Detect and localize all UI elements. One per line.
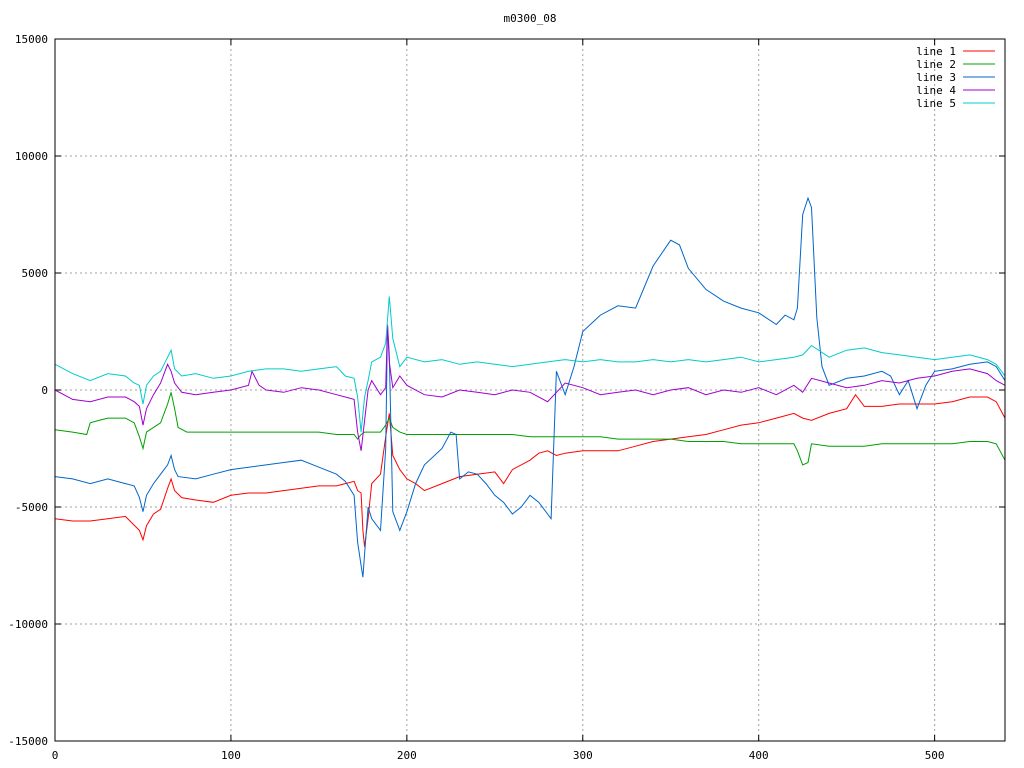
legend-label: line 2: [916, 58, 956, 71]
series-line-2: [54, 392, 1006, 466]
x-tick-label: 0: [52, 749, 59, 762]
series-line-3: [54, 196, 1006, 578]
legend-label: line 3: [916, 71, 956, 84]
x-tick-label: 400: [749, 749, 769, 762]
axes: 0 100 200 300 400 500 -15000 -10000 -5000 0 5000 10…: [8, 33, 1005, 762]
series-line-4: [54, 324, 1006, 451]
legend-label: line 1: [916, 45, 956, 58]
x-tick-label: 300: [573, 749, 593, 762]
y-tick-label: 15000: [15, 33, 48, 46]
x-tick-label: 200: [397, 749, 417, 762]
grid: [55, 39, 1005, 741]
y-tick-label: -10000: [8, 618, 48, 631]
x-tick-label: 500: [925, 749, 945, 762]
y-tick-label: 0: [41, 384, 48, 397]
series-line-1: [54, 393, 1006, 547]
plot-frame: [54, 38, 1006, 742]
x-tick-label: 100: [221, 749, 241, 762]
chart-title: m0300_08: [504, 12, 557, 25]
series-line-5: [54, 296, 1006, 433]
y-tick-label: -5000: [15, 501, 48, 514]
series-lines: [54, 196, 1006, 578]
y-tick-label: 5000: [22, 267, 49, 280]
legend-label: line 4: [916, 84, 956, 97]
legend-label: line 5: [916, 97, 956, 110]
y-tick-label: -15000: [8, 735, 48, 748]
y-tick-label: 10000: [15, 150, 48, 163]
